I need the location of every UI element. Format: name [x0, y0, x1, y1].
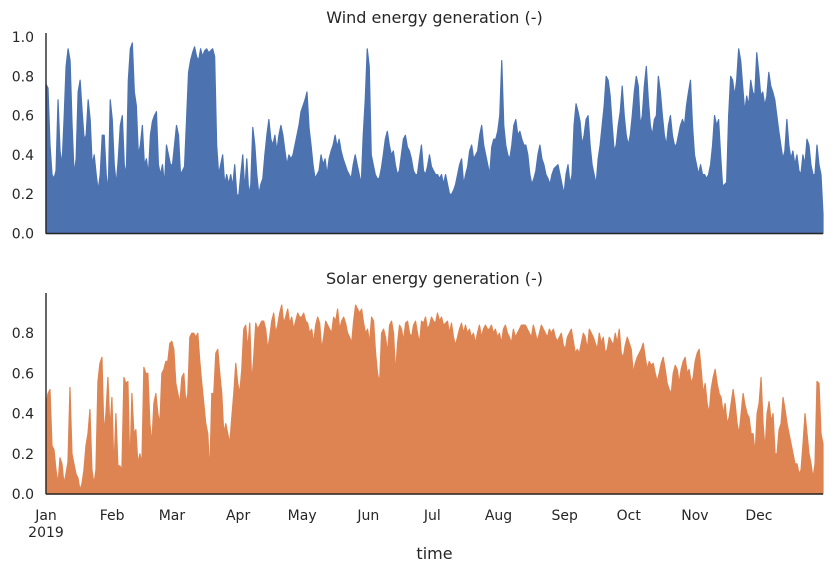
x-tick-label: Sep — [552, 508, 579, 524]
x-tick-label: Apr — [226, 508, 250, 524]
solar-y-tick-label: 0.4 — [12, 407, 34, 423]
wind-chart-title: Wind energy generation (-) — [326, 8, 543, 27]
solar-y-tick-label: 0.6 — [12, 366, 34, 382]
x-tick-label: Jun — [356, 508, 379, 524]
wind-panel: Wind energy generation (-) 0.00.20.40.60… — [12, 8, 824, 243]
x-tick-label: Oct — [617, 508, 642, 524]
x-tick-label: Mar — [159, 508, 186, 524]
x-tick-label: Aug — [485, 508, 512, 524]
wind-y-tick-label: 0.8 — [12, 69, 34, 85]
solar-y-tick-label: 0.0 — [12, 487, 34, 503]
x-tick-label: May — [288, 508, 317, 524]
wind-y-tick-label: 0.2 — [12, 187, 34, 203]
solar-y-axis-ticks: 0.0 0.2 0.4 0.6 0.8 — [12, 326, 34, 503]
wind-y-tick-label: 1.0 — [12, 30, 34, 46]
x-tick-label: Feb — [100, 508, 125, 524]
x-tick-label: 2019 — [28, 525, 64, 541]
wind-y-tick-label: 0.6 — [12, 109, 34, 125]
x-tick-label: Nov — [681, 508, 708, 524]
wind-y-tick-label: 0.0 — [12, 227, 34, 243]
x-tick-label: Jul — [423, 508, 441, 524]
solar-y-tick-label: 0.2 — [12, 447, 34, 463]
x-tick-label: Dec — [745, 508, 772, 524]
wind-y-tick-label: 0.4 — [12, 148, 34, 164]
solar-chart-title: Solar energy generation (-) — [326, 269, 543, 288]
x-axis-label: time — [416, 544, 452, 563]
wind-series-area — [45, 42, 824, 235]
solar-y-tick-label: 0.8 — [12, 326, 34, 342]
solar-panel: Solar energy generation (-) 0.0 0.2 0.4 0.6… — [12, 269, 824, 563]
solar-series-area — [45, 304, 824, 495]
wind-y-axis-ticks: 0.0 0.2 0.4 0.6 0.8 1.0 — [12, 30, 34, 243]
x-tick-label: Jan — [34, 508, 57, 524]
